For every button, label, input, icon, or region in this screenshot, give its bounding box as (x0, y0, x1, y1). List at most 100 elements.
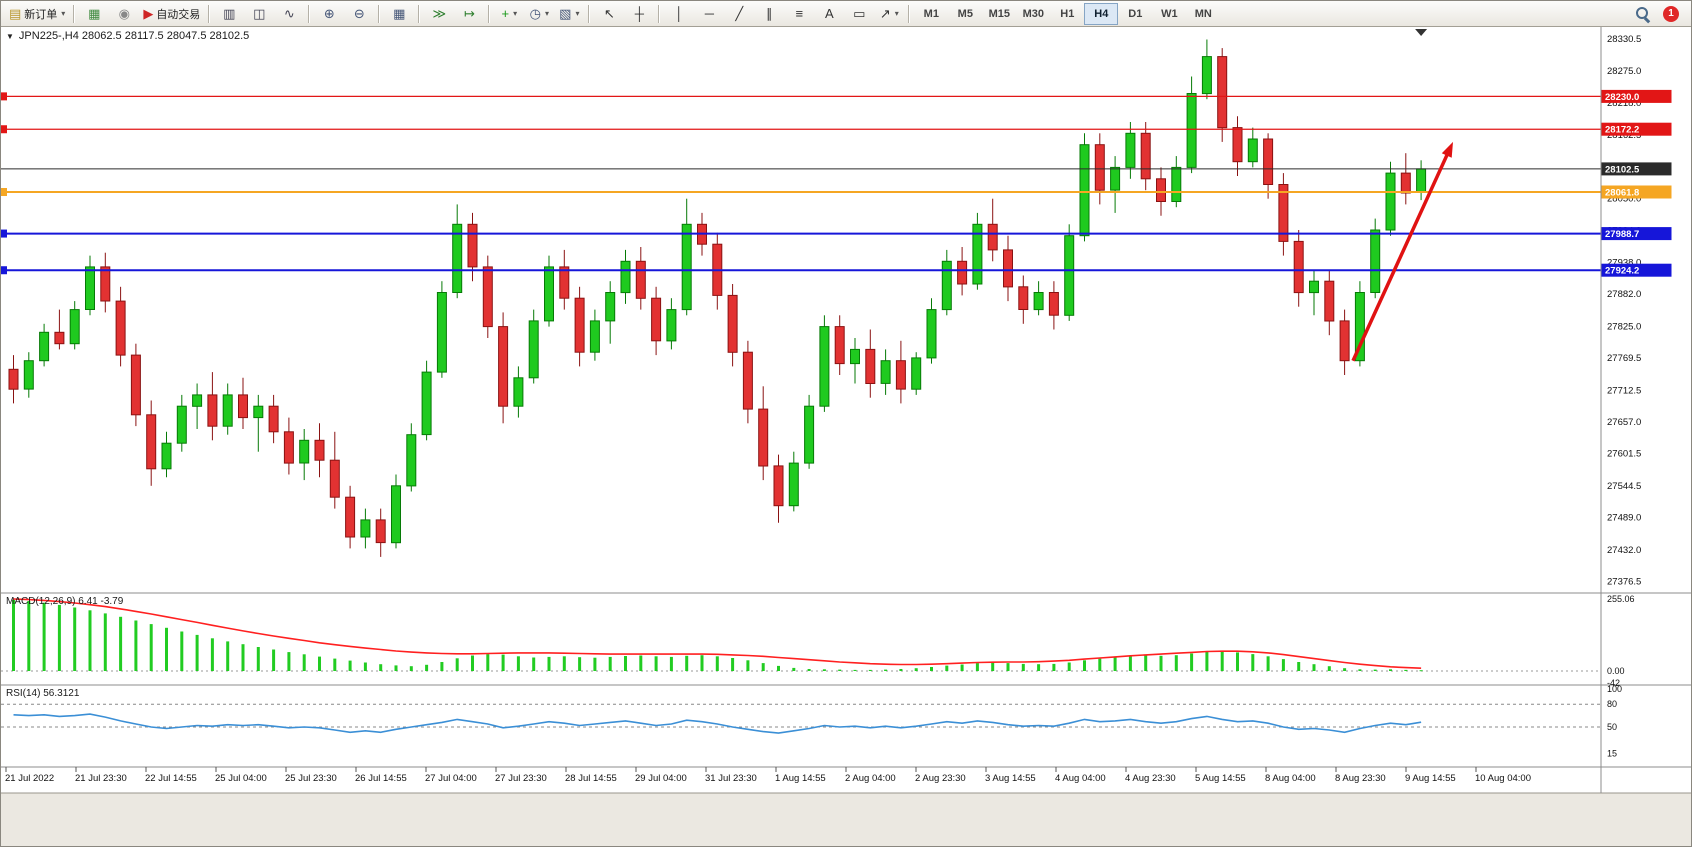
time-axis-label: 31 Jul 23:30 (705, 773, 757, 784)
rsi-scale-label: 80 (1607, 699, 1617, 709)
timeframe-m1[interactable]: M1 (914, 3, 948, 25)
timeframe-m30-label: M30 (1022, 7, 1045, 20)
notification-badge[interactable]: 1 (1663, 5, 1679, 22)
trendline-icon: ╱ (735, 6, 744, 21)
price-badge-label: 28061.8 (1605, 188, 1639, 199)
time-axis-label: 25 Jul 04:00 (215, 773, 267, 784)
price-axis-label: 27882.0 (1607, 289, 1641, 300)
templates-icon: ▧ (559, 6, 572, 21)
chart-symbol-label: ▼ JPN225-,H4 28062.5 28117.5 28047.5 2810… (6, 30, 249, 42)
time-axis-label: 4 Aug 04:00 (1055, 773, 1106, 784)
indicators-button[interactable]: + ▾ (494, 2, 524, 26)
price-badge-label: 27988.7 (1605, 229, 1639, 240)
cursor-icon: ↖ (603, 6, 615, 21)
candlestick-type-icon: ◫ (253, 6, 266, 21)
price-axis-label: 27769.5 (1607, 353, 1641, 364)
zoom-in-icon: ⊕ (323, 6, 335, 21)
one-click-collapse-icon[interactable]: ▼ (6, 32, 14, 41)
toolbar-button-groups: ▤ 新订单 ▾ ▦ ◉ ▶ 自动交易 ▥ ◫ ∿ ⊕ ⊖ ▦ ≫ ↦ + ▾ ◷ ▾ ▧ ▾ ↖ ┼ │ ─ ╱ ∥ ≡ A ▭ ↗ ▾ M1 M… (5, 2, 1626, 26)
new-order-icon: ▤ (9, 6, 22, 21)
dropdown-arrow-icon: ▾ (61, 9, 66, 18)
macd-histogram (12, 599, 1423, 672)
tile-windows-button[interactable]: ▦ (384, 2, 414, 26)
horizontal-line-button[interactable]: ─ (694, 2, 724, 26)
time-axis-label: 8 Aug 23:30 (1335, 773, 1386, 784)
new-order-button-label: 新订单 (24, 8, 58, 21)
toolbar-right: 1 (1626, 5, 1687, 22)
zoom-out-button[interactable]: ⊖ (344, 2, 374, 26)
trendline-button[interactable]: ╱ (724, 2, 754, 26)
timeframe-m30[interactable]: M30 (1016, 3, 1050, 25)
timeframe-m5[interactable]: M5 (948, 3, 982, 25)
channel-button[interactable]: ∥ (754, 2, 784, 26)
price-badge-label: 28230.0 (1605, 92, 1639, 103)
timeframe-m15[interactable]: M15 (982, 3, 1016, 25)
timeframe-w1-label: W1 (1161, 7, 1178, 20)
toolbar-separator (488, 4, 491, 23)
candlestick-type-button[interactable]: ◫ (244, 2, 274, 26)
time-axis-label: 2 Aug 23:30 (915, 773, 966, 784)
fibonacci-button[interactable]: ≡ (784, 2, 814, 26)
price-axis-label: 27938.0 (1607, 257, 1641, 268)
price-axis-label: 27432.0 (1607, 545, 1641, 556)
cursor-button[interactable]: ↖ (594, 2, 624, 26)
price-axis-label: 27489.0 (1607, 513, 1641, 524)
autotrading-button[interactable]: ▶ 自动交易 (139, 2, 204, 26)
rsi-scale-label: 50 (1607, 722, 1617, 732)
templates-button[interactable]: ▧ ▾ (554, 2, 584, 26)
time-axis-label: 27 Jul 04:00 (425, 773, 477, 784)
text-icon: A (824, 6, 834, 21)
timeframe-d1[interactable]: D1 (1118, 3, 1152, 25)
chart-window-button[interactable]: ▦ (79, 2, 109, 26)
price-badge (1601, 122, 1672, 136)
timeframe-w1[interactable]: W1 (1152, 3, 1186, 25)
bar-chart-type-button[interactable]: ▥ (214, 2, 244, 26)
arrows-button[interactable]: ↗ ▾ (874, 2, 904, 26)
horizontal-line-icon: ─ (704, 6, 714, 21)
price-axis-label: 28330.5 (1607, 34, 1641, 45)
price-axis-label: 27544.5 (1607, 481, 1641, 492)
zoom-in-button[interactable]: ⊕ (314, 2, 344, 26)
timeframe-h4[interactable]: H4 (1084, 2, 1119, 25)
chart-shift-button[interactable]: ↦ (454, 2, 484, 26)
label-button[interactable]: ▭ (844, 2, 874, 26)
vertical-line-icon: │ (675, 6, 684, 21)
autotrading-button-label: 自动交易 (156, 8, 201, 21)
periods-button[interactable]: ◷ ▾ (524, 2, 554, 26)
timeframe-mn[interactable]: MN (1186, 3, 1220, 25)
channel-icon: ∥ (766, 6, 773, 21)
time-axis-label: 29 Jul 04:00 (635, 773, 687, 784)
tile-windows-icon: ▦ (393, 6, 406, 21)
vertical-line-button[interactable]: │ (664, 2, 694, 26)
timeframe-h1[interactable]: H1 (1050, 3, 1084, 25)
timeframe-d1-label: D1 (1128, 7, 1143, 20)
rsi-scale-label: 15 (1607, 749, 1617, 759)
timeframe-h1-label: H1 (1060, 7, 1075, 20)
chart-shift-marker[interactable] (1415, 29, 1428, 36)
line-chart-type-icon: ∿ (283, 6, 295, 21)
price-badge-label: 28172.2 (1605, 125, 1639, 136)
time-axis-label: 26 Jul 14:55 (355, 773, 407, 784)
mql5-community-button[interactable]: ◉ (109, 2, 139, 26)
auto-scroll-icon: ≫ (432, 6, 447, 21)
new-order-button[interactable]: ▤ 新订单 ▾ (5, 2, 69, 26)
price-axis-label: 27825.0 (1607, 322, 1641, 333)
auto-scroll-button[interactable]: ≫ (424, 2, 454, 26)
dropdown-arrow-icon: ▾ (544, 9, 549, 18)
toolbar-separator (308, 4, 311, 23)
search-icon[interactable] (1634, 5, 1651, 22)
price-badge (1601, 185, 1672, 199)
line-chart-type-button[interactable]: ∿ (274, 2, 304, 26)
price-axis-label: 27657.0 (1607, 417, 1641, 428)
macd-indicator-label: MACD(12,26,9) 6.41 -3.79 (6, 596, 124, 607)
price-axis-label: 27376.5 (1607, 577, 1641, 588)
time-axis-label: 9 Aug 14:55 (1405, 773, 1456, 784)
crosshair-button[interactable]: ┼ (624, 2, 654, 26)
text-button[interactable]: A (814, 2, 844, 26)
price-badge (1601, 263, 1672, 277)
arrows-icon: ↗ (879, 6, 891, 21)
trend-arrow[interactable] (1351, 150, 1451, 362)
symbol-ohlc-text: JPN225-,H4 28062.5 28117.5 28047.5 28102… (18, 30, 250, 42)
